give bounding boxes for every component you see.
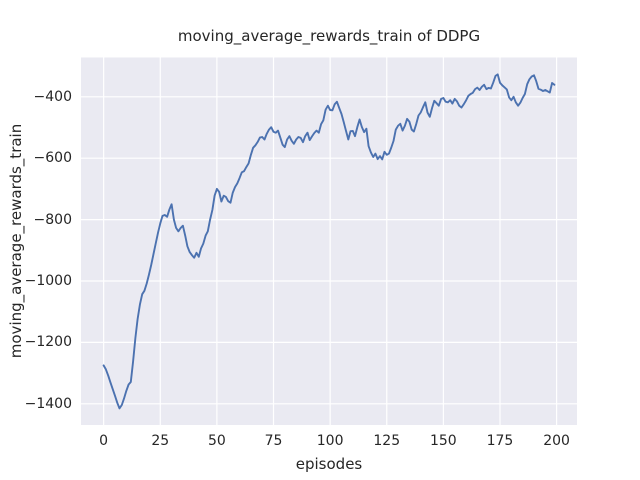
y-tick-label: −1200	[24, 334, 72, 351]
x-tick-label: 175	[486, 433, 514, 449]
x-tick-label: 50	[207, 433, 226, 449]
y-tick-label: −600	[33, 150, 72, 167]
x-tick-label: 100	[316, 433, 344, 449]
reward-line	[102, 73, 556, 410]
x-tick-label: 125	[373, 433, 401, 449]
y-tick-label: −1000	[24, 273, 72, 289]
x-tick-label: 25	[151, 433, 170, 449]
plot-background	[81, 57, 577, 425]
chart-title: moving_average_rewards_train of DDPG	[177, 27, 481, 45]
x-tick-label: 150	[429, 433, 457, 449]
y-tick-label: −400	[33, 88, 72, 105]
x-tick-label: 0	[99, 433, 109, 449]
x-axis-label: episodes	[295, 455, 363, 473]
x-tick-label: 75	[264, 433, 283, 449]
x-tick-label: 200	[543, 433, 570, 449]
y-tick-label: −800	[33, 211, 72, 228]
y-tick-label: −1400	[24, 395, 72, 412]
